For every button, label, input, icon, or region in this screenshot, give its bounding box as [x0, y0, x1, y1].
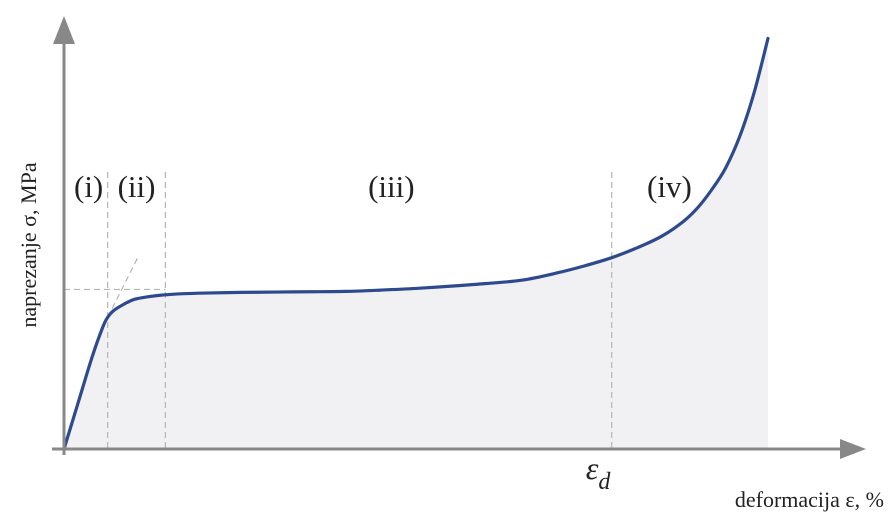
region-label-4: (iv) [647, 169, 692, 204]
y-axis-arrowhead [53, 16, 75, 44]
tangent-line [107, 256, 139, 318]
x-axis-arrowhead [840, 439, 866, 459]
x-tick-label-1: εd [586, 450, 612, 495]
y-axis-title: naprezanje σ, MPa [16, 162, 41, 327]
region-label-1: (i) [74, 169, 103, 204]
region-label-3: (iii) [368, 169, 415, 204]
region-label-2: (ii) [118, 169, 156, 204]
x-axis-title: deformacija ε, % [735, 487, 884, 512]
x-tick-labels: εd [586, 450, 612, 495]
region-labels: (i) (ii) (iii) (iv) [74, 169, 692, 204]
area-fill [64, 38, 768, 449]
stress-strain-curve [62, 36, 770, 451]
guide-lines [64, 172, 613, 449]
axes [52, 16, 866, 459]
